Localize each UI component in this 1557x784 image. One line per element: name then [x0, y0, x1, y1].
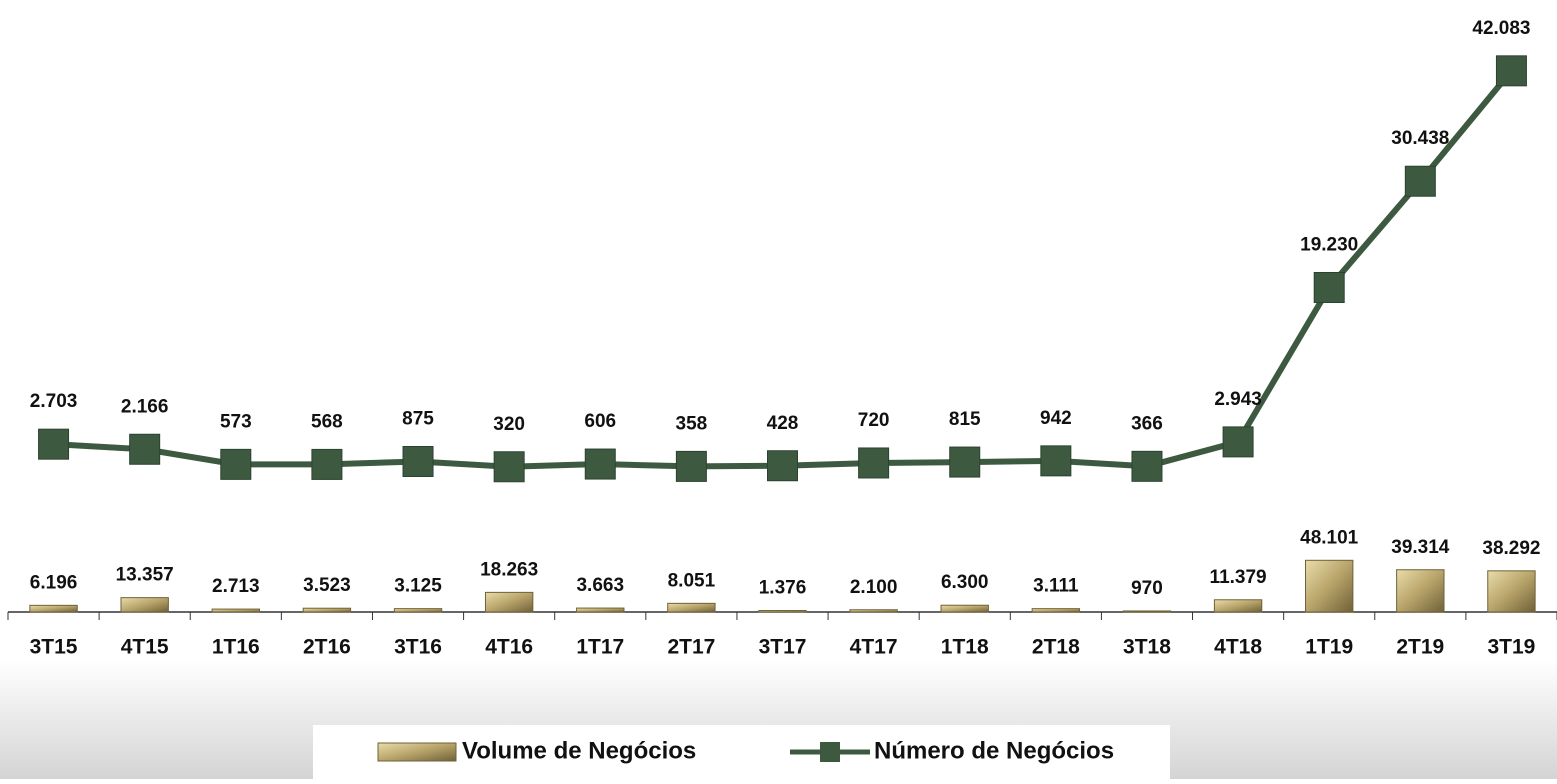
data-label: 2.166 — [121, 396, 169, 417]
bar — [1213, 599, 1263, 613]
legend-swatch-marker — [820, 742, 840, 762]
data-label: 11.379 — [1210, 567, 1267, 588]
data-label: 942 — [1040, 408, 1072, 429]
data-label: 320 — [493, 414, 525, 435]
data-label: 358 — [676, 413, 708, 434]
legend-label: Número de Negócios — [874, 737, 1114, 764]
x-tick-label: 3T18 — [1123, 636, 1171, 659]
x-tick-label: 1T18 — [941, 636, 989, 659]
x-tick-label: 3T17 — [759, 636, 807, 659]
data-label: 568 — [311, 411, 343, 432]
marker — [129, 433, 161, 465]
marker — [949, 446, 981, 478]
bar — [302, 607, 352, 613]
marker — [584, 448, 616, 480]
marker — [858, 447, 890, 479]
bar — [1031, 608, 1081, 613]
data-label: 970 — [1131, 578, 1163, 599]
marker — [1222, 426, 1254, 458]
bar — [1396, 569, 1445, 613]
marker — [1040, 445, 1072, 477]
data-label: 428 — [767, 413, 799, 434]
data-label: 30.438 — [1391, 128, 1449, 149]
bar — [211, 608, 260, 613]
marker — [402, 446, 434, 477]
x-tick-label: 4T18 — [1214, 636, 1262, 659]
x-tick-label: 4T16 — [485, 636, 533, 659]
bar — [667, 602, 716, 613]
x-tick-label: 2T16 — [303, 636, 351, 659]
bar — [393, 608, 443, 613]
marker — [1404, 165, 1436, 197]
x-tick-label: 4T15 — [121, 636, 169, 659]
data-label: 366 — [1131, 413, 1163, 434]
data-label: 39.314 — [1391, 537, 1450, 558]
data-label: 573 — [220, 411, 252, 432]
marker — [220, 448, 252, 480]
data-label: 1.376 — [759, 578, 807, 599]
data-label: 19.230 — [1300, 235, 1358, 256]
data-label: 2.703 — [30, 391, 78, 412]
data-label: 18.263 — [480, 559, 538, 580]
bar — [484, 591, 534, 613]
data-label: 42.083 — [1472, 18, 1530, 39]
data-label: 720 — [858, 410, 890, 431]
bar — [849, 609, 898, 613]
marker — [675, 450, 707, 482]
legend-label: Volume de Negócios — [462, 737, 696, 764]
x-tick-label: 3T15 — [30, 636, 78, 659]
data-label: 3.125 — [394, 576, 442, 597]
bar — [1305, 559, 1354, 613]
data-label: 6.300 — [941, 572, 989, 593]
data-label: 6.196 — [30, 572, 78, 593]
x-tick-label: 3T16 — [394, 636, 442, 659]
x-tick-label: 1T16 — [212, 636, 260, 659]
x-tick-label: 3T19 — [1488, 636, 1536, 659]
data-label: 38.292 — [1482, 538, 1540, 559]
marker — [311, 448, 343, 480]
bar — [576, 607, 625, 613]
bar — [758, 610, 807, 613]
x-tick-label: 2T19 — [1396, 636, 1444, 659]
x-tick-label: 1T19 — [1305, 636, 1353, 659]
data-label: 875 — [402, 409, 434, 430]
marker — [1313, 271, 1345, 303]
marker — [767, 450, 798, 482]
line — [53, 68, 1514, 470]
data-label: 48.101 — [1300, 527, 1359, 548]
marker — [1131, 450, 1163, 482]
bar — [1122, 610, 1172, 613]
marker — [38, 428, 70, 460]
x-tick-label: 2T17 — [667, 636, 715, 659]
data-label: 2.713 — [212, 576, 260, 597]
bar — [1487, 570, 1536, 613]
data-label: 3.111 — [1033, 576, 1079, 597]
bar — [29, 604, 78, 613]
data-label: 3.523 — [303, 575, 351, 596]
data-label: 606 — [584, 411, 616, 432]
bar — [120, 597, 169, 613]
data-label: 13.357 — [116, 565, 174, 586]
data-label: 2.100 — [850, 577, 898, 598]
marker — [493, 451, 525, 483]
x-tick-label: 4T17 — [850, 636, 898, 659]
data-label: 3.663 — [576, 575, 624, 596]
x-tick-label: 1T17 — [576, 636, 624, 659]
bar — [940, 604, 989, 613]
marker — [1495, 55, 1527, 87]
x-tick-label: 2T18 — [1032, 636, 1080, 659]
legend-swatch-bar — [377, 742, 457, 762]
data-label: 2.943 — [1214, 389, 1262, 410]
data-label: 815 — [949, 409, 981, 430]
data-label: 8.051 — [668, 570, 716, 591]
